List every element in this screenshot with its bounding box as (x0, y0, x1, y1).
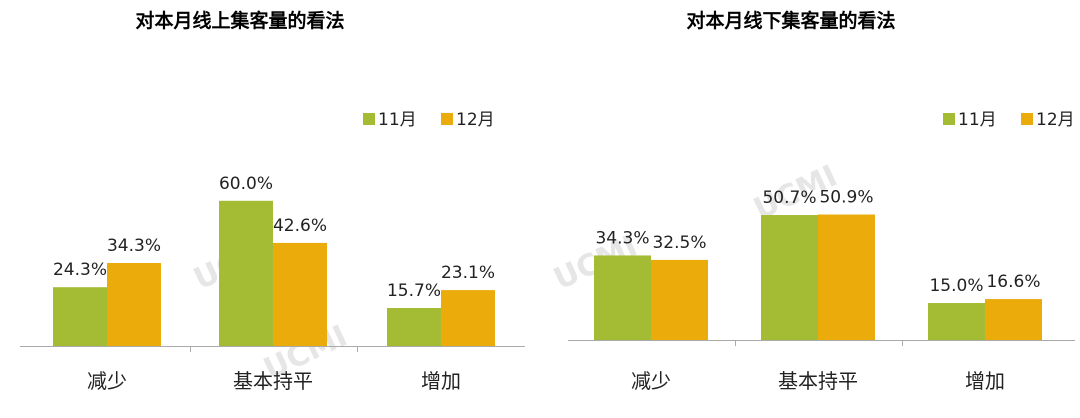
data-label: 34.3% (107, 236, 161, 256)
legend-label: 11月 (378, 110, 417, 130)
data-label: 16.6% (986, 272, 1040, 292)
bar-11月-0 (53, 287, 107, 346)
legend-label: 12月 (456, 110, 495, 130)
category-label: 减少 (87, 369, 127, 393)
data-label: 60.0% (219, 174, 273, 194)
legend-label: 11月 (958, 110, 997, 130)
category-label: 减少 (631, 369, 671, 393)
bar-11月-0 (594, 255, 651, 340)
legend-swatch-12月 (1021, 113, 1033, 125)
data-label: 42.6% (273, 216, 327, 236)
legend-label: 12月 (1036, 110, 1075, 130)
legend-swatch-12月 (441, 113, 453, 125)
bar-12月-1 (273, 242, 327, 346)
data-label: 15.0% (929, 276, 983, 296)
category-label: 基本持平 (233, 369, 313, 393)
chart-title: 对本月线下集客量的看法 (686, 9, 895, 32)
bar-12月-0 (107, 262, 161, 346)
legend-swatch-11月 (363, 113, 375, 125)
data-label: 32.5% (652, 233, 706, 253)
bar-11月-1 (219, 200, 273, 346)
chart-title: 对本月线上集客量的看法 (135, 9, 344, 32)
bar-12月-0 (651, 259, 708, 340)
bar-12月-2 (441, 290, 495, 346)
category-label: 基本持平 (778, 369, 858, 393)
data-label: 50.9% (819, 188, 873, 208)
data-label: 15.7% (387, 281, 441, 301)
bar-12月-1 (818, 214, 875, 340)
bar-11月-2 (387, 308, 441, 346)
data-label: 23.1% (441, 263, 495, 283)
bar-11月-2 (928, 303, 985, 340)
data-label: 50.7% (762, 188, 816, 208)
bar-11月-1 (761, 215, 818, 340)
category-label: 增加 (421, 369, 461, 393)
data-label: 34.3% (595, 228, 649, 248)
bar-12月-2 (985, 299, 1042, 340)
category-label: 增加 (965, 369, 1005, 393)
data-label: 24.3% (53, 260, 107, 280)
legend-swatch-11月 (943, 113, 955, 125)
